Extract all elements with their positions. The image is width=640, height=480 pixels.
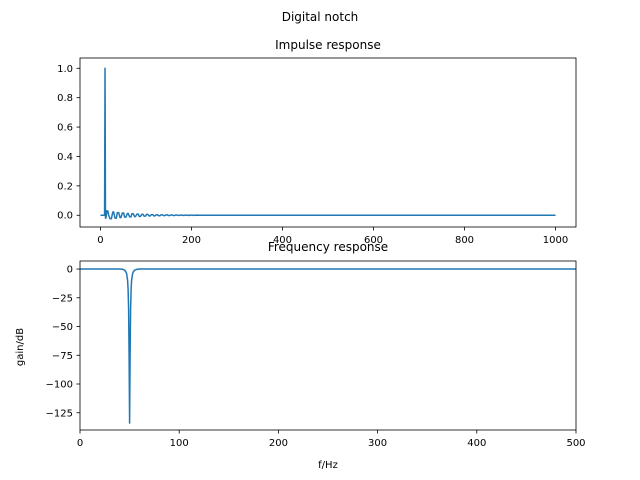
frequency-response-ytick-label: −125 <box>46 408 73 419</box>
impulse-response-ytick-label: 1.0 <box>57 64 73 75</box>
impulse-response-xtick-label: 400 <box>273 235 292 246</box>
frequency-response-series-line-0 <box>80 268 576 424</box>
impulse-response-ytick-label: 0.4 <box>57 152 73 163</box>
impulse-response-axes: Impulse response 0 200 400 600 800 1000 0.0 0.2… <box>57 38 577 246</box>
frequency-response-xlabel: f/Hz <box>318 460 338 471</box>
impulse-response-plot-area: 0 200 400 600 800 1000 0.0 0.2 0.4 0.6 0.8 1.0 <box>57 57 577 246</box>
impulse-response-ytick-label: 0.6 <box>57 123 73 134</box>
frequency-response-ylabel: gain/dB <box>15 328 26 366</box>
frequency-response-xtick-label: 300 <box>368 438 387 449</box>
impulse-response-xtick-label: 0 <box>97 235 103 246</box>
frequency-response-ytick-label: −50 <box>52 322 73 333</box>
frequency-response-ytick-label: −25 <box>52 293 73 304</box>
figure-suptitle: Digital notch <box>282 10 359 24</box>
frequency-response-xtick-label: 100 <box>170 438 189 449</box>
impulse-response-ytick-label: 0.0 <box>57 211 73 222</box>
frequency-response-xtick-label: 0 <box>77 438 83 449</box>
impulse-response-ytick-label: 0.2 <box>57 181 73 192</box>
impulse-response-xtick-label: 200 <box>182 235 201 246</box>
impulse-response-xtick-label: 800 <box>455 235 474 246</box>
frequency-response-xtick-label: 500 <box>566 438 585 449</box>
impulse-response-xtick-label: 600 <box>364 235 383 246</box>
frequency-response-axes: 0 100 200 300 400 500 0 −25 −50 −75 −100 −125 Frequ… <box>15 240 586 471</box>
frequency-response-plot-area: 0 100 200 300 400 500 0 −25 −50 −75 −100 −125 <box>46 260 586 449</box>
impulse-response-xtick-label: 1000 <box>543 235 568 246</box>
frequency-response-ytick-label: −75 <box>52 351 73 362</box>
frequency-response-xtick-label: 400 <box>467 438 486 449</box>
frequency-response-ytick-label: −100 <box>46 380 73 391</box>
frequency-response-ytick-label: 0 <box>67 265 73 276</box>
impulse-response-title: Impulse response <box>275 38 381 52</box>
frequency-response-title: Frequency response <box>268 240 388 254</box>
frequency-response-xtick-label: 200 <box>269 438 288 449</box>
impulse-response-axes-frame <box>79 57 577 228</box>
impulse-response-series-line-0 <box>100 67 556 220</box>
impulse-response-ytick-label: 0.8 <box>57 93 73 104</box>
frequency-response-axes-frame <box>79 260 577 431</box>
